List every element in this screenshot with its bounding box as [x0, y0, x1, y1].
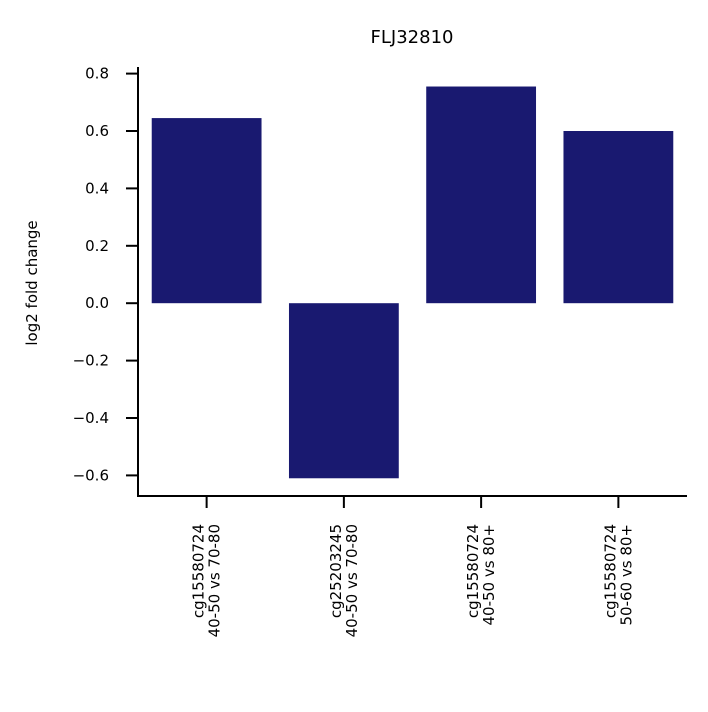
x-tick-label: cg1558072450-60 vs 80+ — [601, 524, 635, 625]
y-axis-ticks: −0.6 −0.4 −0.2 0.0 0.2 0.4 0.6 0.8 — [73, 65, 138, 484]
y-tick-label: −0.4 — [73, 409, 109, 427]
y-axis-label: log2 fold change — [23, 220, 41, 345]
x-tick-label-text: cg1558072450-60 vs 80+ — [601, 524, 635, 625]
bar-2 — [426, 86, 537, 304]
y-tick-label: 0.0 — [85, 294, 109, 312]
x-tick-label-line: cg15580724 — [464, 524, 482, 618]
x-tick-label-line: 40-50 vs 70-80 — [343, 524, 361, 637]
x-tick-label: cg1558072440-50 vs 80+ — [464, 524, 498, 625]
y-tick-label: 0.6 — [85, 122, 109, 140]
x-tick-label-line: cg15580724 — [601, 524, 619, 618]
bar-3 — [563, 131, 674, 304]
y-tick-label: 0.2 — [85, 237, 109, 255]
x-tick-label-line: 40-50 vs 80+ — [480, 524, 498, 625]
x-tick-label-line: 50-60 vs 80+ — [617, 524, 635, 625]
y-tick-label: 0.8 — [85, 65, 109, 83]
bars-layer — [151, 86, 674, 479]
x-tick-label-text: cg1558072440-50 vs 80+ — [464, 524, 498, 625]
y-tick-label: 0.4 — [85, 179, 109, 197]
x-axis-ticks: cg1558072440-50 vs 70-80 cg2520324540-50 … — [190, 496, 635, 637]
x-tick-label: cg1558072440-50 vs 70-80 — [190, 524, 224, 637]
bar-1 — [288, 303, 399, 479]
bar-0 — [151, 118, 262, 304]
chart-title: FLJ32810 — [371, 27, 454, 48]
y-tick-label: −0.6 — [73, 466, 109, 484]
y-tick-label: −0.2 — [73, 352, 109, 370]
x-tick-label-line: cg25203245 — [327, 524, 345, 618]
x-tick-label-line: 40-50 vs 70-80 — [206, 524, 224, 637]
x-tick-label-line: cg15580724 — [190, 524, 208, 618]
x-tick-label-text: cg1558072440-50 vs 70-80 — [190, 524, 224, 637]
x-tick-label-text: cg2520324540-50 vs 70-80 — [327, 524, 361, 637]
x-tick-label: cg2520324540-50 vs 70-80 — [327, 524, 361, 637]
